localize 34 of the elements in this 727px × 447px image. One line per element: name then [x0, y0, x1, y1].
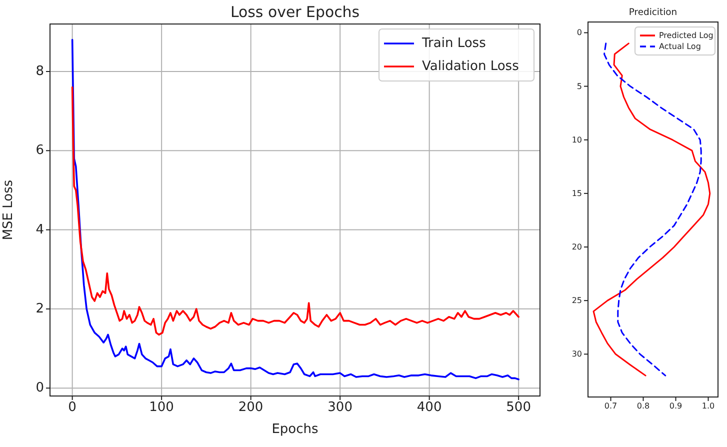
y-tick-label: 0: [576, 28, 582, 38]
y-tick-label: 15: [572, 188, 582, 198]
line-series: [604, 42, 702, 376]
y-axis-title: MSE Loss: [1, 180, 16, 240]
y-tick-label: 6: [36, 143, 44, 158]
y-tick-label: 5: [576, 82, 582, 91]
legend-label: Predicted Log: [659, 31, 714, 40]
x-tick-label: 0.9: [669, 402, 682, 411]
legend-label: Train Loss: [421, 36, 486, 51]
x-tick-label: 300: [328, 400, 352, 415]
x-tick-label: 200: [238, 400, 264, 415]
x-tick-label: 1.0: [702, 402, 715, 411]
y-tick-label: 2: [36, 301, 44, 316]
line-series: [71, 86, 520, 336]
legend-label: Validation Loss: [422, 59, 520, 74]
y-tick-label: 4: [36, 222, 44, 238]
y-tick-label: 30: [572, 350, 582, 359]
y-tick-label: 10: [572, 135, 582, 144]
y-tick-label: 20: [572, 242, 582, 252]
x-tick-label: 0.8: [636, 402, 650, 411]
x-tick-label: 100: [149, 400, 174, 415]
x-tick-label: 0: [68, 400, 76, 415]
x-axis-title: Epochs: [272, 422, 319, 437]
x-tick-label: 400: [416, 400, 442, 415]
y-tick-label: 0: [36, 380, 44, 396]
legend-label: Actual Log: [659, 42, 701, 51]
chart-title: Loss over Epochs: [230, 3, 360, 21]
chart-title: Predicition: [628, 7, 678, 18]
line-series: [71, 38, 520, 380]
x-tick-label: 0.7: [604, 402, 618, 411]
y-tick-label: 8: [36, 64, 44, 79]
y-tick-label: 25: [572, 296, 582, 306]
x-tick-label: 500: [506, 400, 531, 415]
line-series: [592, 42, 711, 376]
